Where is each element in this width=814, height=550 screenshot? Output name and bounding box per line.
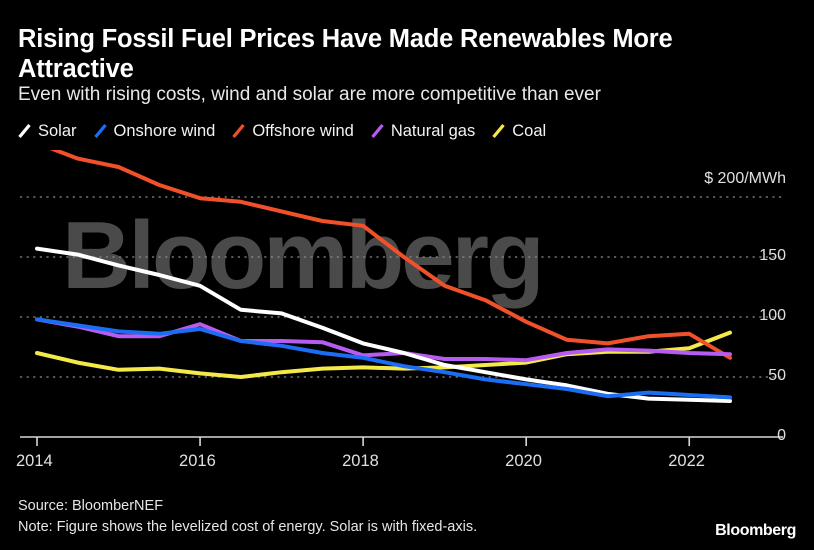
y-axis-tick-label: 100 [759, 307, 786, 324]
line-chart-svg [20, 150, 783, 446]
legend-label: Natural gas [390, 121, 476, 140]
series-line-solar [35, 246, 732, 403]
slash-line-icon [232, 123, 246, 139]
slash-line-icon [93, 123, 107, 139]
chart-footer: Source: BloomberNEF Note: Figure shows t… [18, 496, 477, 537]
y-axis-tick-label: 0 [777, 427, 786, 444]
x-axis-tick-label: 2020 [505, 452, 542, 470]
legend-item: Coal [492, 120, 546, 142]
series-line-coal [35, 330, 732, 379]
bloomberg-brand: Bloomberg [715, 522, 796, 539]
legend-label: Onshore wind [113, 121, 216, 140]
legend-item: Offshore wind [232, 120, 354, 142]
y-axis-tick-label: 50 [768, 367, 786, 384]
slash-line-icon [371, 123, 384, 139]
page-title: Rising Fossil Fuel Prices Have Made Rene… [18, 25, 673, 84]
x-axis-tick-label: 2018 [342, 452, 379, 470]
x-axis-tick-label: 2014 [16, 452, 53, 470]
x-axis-tick-label: 2016 [179, 452, 216, 470]
chart-legend: Solar Onshore wind Offshore wind Natural ga… [18, 120, 546, 142]
series-line-offshore-wind [49, 150, 732, 360]
slash-line-icon [18, 123, 31, 139]
footer-source: Source: BloomberNEF [18, 498, 164, 514]
chart-plot-area [0, 150, 814, 450]
series-line-natural-gas [35, 317, 732, 363]
legend-item: Onshore wind [93, 120, 216, 142]
footer-note: Note: Figure shows the levelized cost of… [18, 518, 478, 535]
x-axis-tick-label: 2022 [668, 452, 705, 470]
page-subtitle: Even with rising costs, wind and solar a… [18, 84, 601, 105]
legend-label: Coal [512, 121, 547, 140]
legend-label: Offshore wind [252, 121, 354, 140]
legend-item: Natural gas [371, 120, 475, 142]
legend-label: Solar [38, 121, 77, 140]
y-axis-tick-label: 150 [759, 247, 786, 264]
series-line-onshore-wind [35, 317, 732, 400]
slash-line-icon [492, 123, 505, 139]
legend-item: Solar [18, 120, 77, 142]
y-axis-unit-label: $ 200/MWh [704, 170, 786, 187]
